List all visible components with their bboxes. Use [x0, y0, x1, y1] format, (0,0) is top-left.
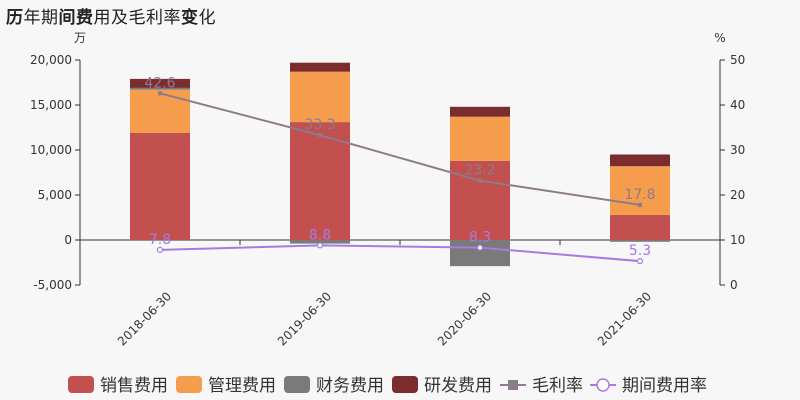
title-part: 历	[6, 8, 24, 28]
legend-marker	[508, 380, 518, 390]
bar-segment	[130, 89, 190, 133]
title-part: 间费	[58, 8, 94, 28]
line-series	[159, 244, 641, 263]
right-axis-unit: %	[714, 31, 725, 45]
right-tick-label: 30	[730, 143, 745, 157]
bar-segment	[130, 132, 190, 240]
bar-segment	[130, 78, 190, 88]
line-point	[158, 91, 162, 96]
line-point	[318, 133, 322, 138]
legend-label: 研发费用	[424, 376, 492, 396]
data-label: 33.3	[304, 117, 335, 133]
x-tick-label: 2020-06-30	[435, 289, 494, 348]
right-tick-label: 40	[730, 98, 745, 112]
bar-segment	[450, 240, 510, 267]
legend-label: 财务费用	[316, 376, 384, 396]
right-tick-label: 0	[730, 278, 738, 292]
legend-label: 销售费用	[100, 376, 168, 396]
legend-label: 毛利率	[532, 376, 583, 396]
legend-swatch	[284, 376, 310, 393]
right-tick-label: 10	[730, 233, 745, 247]
bar-segment	[290, 71, 350, 123]
bar-segment	[290, 62, 350, 72]
title-part: 年期	[23, 8, 59, 28]
left-axis-unit: 万	[74, 31, 86, 45]
legend-label: 管理费用	[208, 376, 276, 396]
left-tick-label: 10,000	[30, 143, 72, 157]
bar-segment	[610, 154, 670, 167]
line-point	[478, 178, 482, 183]
bar-segment	[450, 106, 510, 117]
left-tick-label: -5,000	[33, 278, 72, 292]
data-label: 8.8	[309, 227, 331, 243]
left-tick-label: 15,000	[30, 98, 72, 112]
bar-segment	[610, 214, 670, 240]
bar-segment	[290, 240, 350, 244]
data-label: 8.3	[469, 230, 491, 246]
title-part: 变	[181, 8, 199, 28]
line-point	[476, 244, 484, 251]
chart-title: 历年期间费用及毛利率变化	[6, 3, 216, 28]
x-tick-label: 2018-06-30	[115, 289, 174, 348]
right-tick-label: 20	[730, 188, 745, 202]
data-label: 42.6	[144, 75, 175, 91]
line-point	[316, 242, 324, 249]
right-tick-label: 50	[730, 53, 745, 67]
line-series	[159, 92, 641, 206]
bar-segment	[290, 122, 350, 240]
bar-segment	[130, 87, 190, 90]
legend-swatch	[176, 376, 202, 393]
data-label: 23.2	[464, 163, 495, 179]
x-tick-label: 2021-06-30	[595, 289, 654, 348]
line-point	[636, 258, 644, 265]
line-point	[638, 202, 642, 207]
legend-swatch	[392, 376, 418, 393]
x-tick-label: 2019-06-30	[275, 289, 334, 348]
legend-label: 期间费用率	[622, 376, 707, 396]
data-label: 17.8	[624, 187, 655, 203]
left-tick-label: 20,000	[30, 53, 72, 67]
line-point	[156, 246, 164, 253]
title-part: 化	[198, 8, 216, 28]
left-tick-label: 5,000	[38, 188, 72, 202]
bar-segment	[610, 240, 670, 242]
data-label: 7.8	[149, 232, 171, 248]
legend-marker	[596, 378, 610, 392]
bar-segment	[450, 116, 510, 161]
title-part: 用及毛利率	[93, 8, 181, 28]
left-tick-label: 0	[64, 233, 72, 247]
data-label: 5.3	[629, 243, 651, 259]
legend-swatch	[68, 376, 94, 393]
